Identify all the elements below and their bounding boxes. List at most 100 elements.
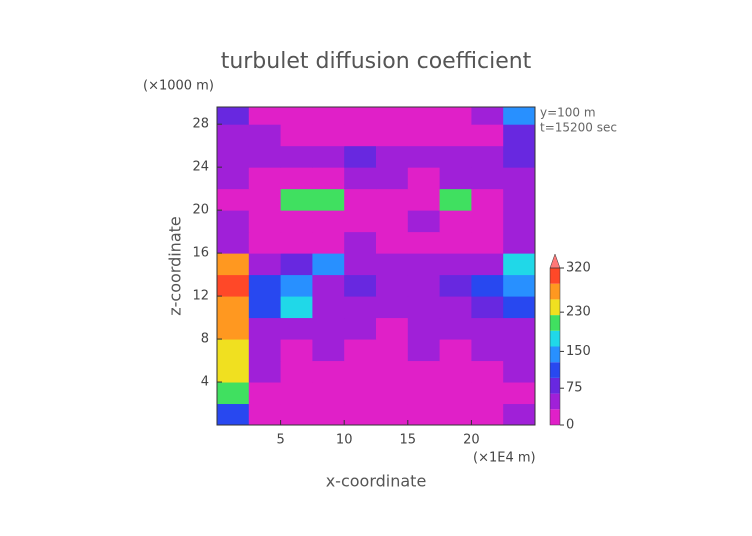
heat-cell: [248, 210, 282, 233]
heat-cell: [312, 296, 345, 319]
colorbar-tick-label: 75: [566, 381, 583, 396]
heat-cell: [471, 274, 504, 297]
heat-cell: [503, 317, 535, 340]
heat-cell: [344, 210, 377, 233]
heat-cell: [312, 145, 345, 168]
heat-cell: [312, 107, 345, 125]
heat-cell: [280, 210, 313, 233]
y-tick-label: 4: [201, 375, 209, 390]
heat-cell: [280, 107, 313, 125]
heat-cell: [376, 317, 409, 340]
heat-cell: [439, 107, 472, 125]
heat-cell: [280, 167, 313, 190]
heat-cell: [344, 145, 377, 168]
heat-cell: [376, 382, 409, 405]
heat-cell: [344, 274, 377, 297]
heat-cell: [344, 107, 377, 125]
heat-cell: [439, 382, 472, 405]
heat-cell: [344, 188, 377, 211]
y-tick-label: 28: [192, 117, 209, 132]
heat-cell: [376, 188, 409, 211]
heat-cell: [439, 124, 472, 147]
heat-cell: [217, 274, 250, 297]
x-unit: (×1E4 m): [473, 451, 536, 466]
heat-cell: [407, 317, 441, 340]
heat-cell: [217, 231, 250, 254]
heat-cell: [248, 167, 282, 190]
heat-cell: [376, 339, 409, 362]
heat-cell: [344, 231, 377, 254]
heat-cell: [217, 339, 250, 362]
colorbar-tick-label: 230: [566, 305, 591, 320]
heat-cell: [217, 188, 250, 211]
heat-cell: [248, 274, 282, 297]
heat-cell: [439, 188, 472, 211]
x-tick-label: 10: [336, 433, 353, 448]
heat-cell: [503, 253, 535, 276]
heat-cell: [312, 253, 345, 276]
heat-cell: [217, 210, 250, 233]
heat-cell: [376, 231, 409, 254]
colorbar-segment: [550, 393, 560, 410]
chart-title: turbulet diffusion coefficient: [221, 49, 532, 74]
heat-cell: [471, 403, 504, 425]
heat-cell: [217, 167, 250, 190]
heat-cell: [407, 145, 441, 168]
heat-cell: [503, 107, 535, 125]
heat-cell: [312, 188, 345, 211]
heat-cell: [280, 188, 313, 211]
heat-cell: [376, 274, 409, 297]
heat-cell: [280, 360, 313, 383]
heat-cell: [503, 145, 535, 168]
heat-cell: [280, 231, 313, 254]
heat-cell: [503, 210, 535, 233]
heat-cell: [503, 403, 535, 425]
heat-cell: [344, 403, 377, 425]
heat-cell: [344, 360, 377, 383]
heat-cell: [280, 403, 313, 425]
heat-cell: [407, 107, 441, 125]
heat-cell: [471, 296, 504, 319]
heat-cell: [248, 296, 282, 319]
heat-cell: [439, 253, 472, 276]
heat-cell: [503, 382, 535, 405]
heat-cell: [312, 382, 345, 405]
heat-cell: [407, 382, 441, 405]
heat-cell: [407, 360, 441, 383]
heat-cell: [217, 403, 250, 425]
annotation: t=15200 sec: [540, 121, 617, 135]
heat-cell: [407, 188, 441, 211]
heat-cell: [471, 382, 504, 405]
colorbar-segment: [550, 330, 560, 347]
heat-cell: [217, 107, 250, 125]
heat-cell: [471, 145, 504, 168]
heat-cell: [312, 210, 345, 233]
y-label: z-coordinate: [166, 216, 185, 316]
heat-cell: [280, 253, 313, 276]
heat-cell: [280, 296, 313, 319]
heat-cell: [344, 296, 377, 319]
colorbar-segment: [550, 362, 560, 378]
heat-cell: [217, 382, 250, 405]
heat-cell: [407, 274, 441, 297]
heat-cell: [376, 124, 409, 147]
y-tick-label: 24: [192, 160, 209, 175]
heat-cell: [471, 188, 504, 211]
heat-cell: [248, 188, 282, 211]
x-tick-label: 20: [463, 433, 480, 448]
heat-cell: [280, 339, 313, 362]
heat-cell: [439, 317, 472, 340]
heat-cell: [407, 231, 441, 254]
heat-cell: [217, 360, 250, 383]
heat-cell: [376, 145, 409, 168]
heat-cell: [376, 107, 409, 125]
heat-cell: [248, 107, 282, 125]
heat-cell: [248, 231, 282, 254]
heat-cell: [248, 382, 282, 405]
heat-cell: [407, 296, 441, 319]
heat-cell: [471, 339, 504, 362]
heat-cell: [407, 124, 441, 147]
heat-cell: [407, 403, 441, 425]
colorbar-frame: [549, 267, 561, 426]
heat-cell: [376, 167, 409, 190]
